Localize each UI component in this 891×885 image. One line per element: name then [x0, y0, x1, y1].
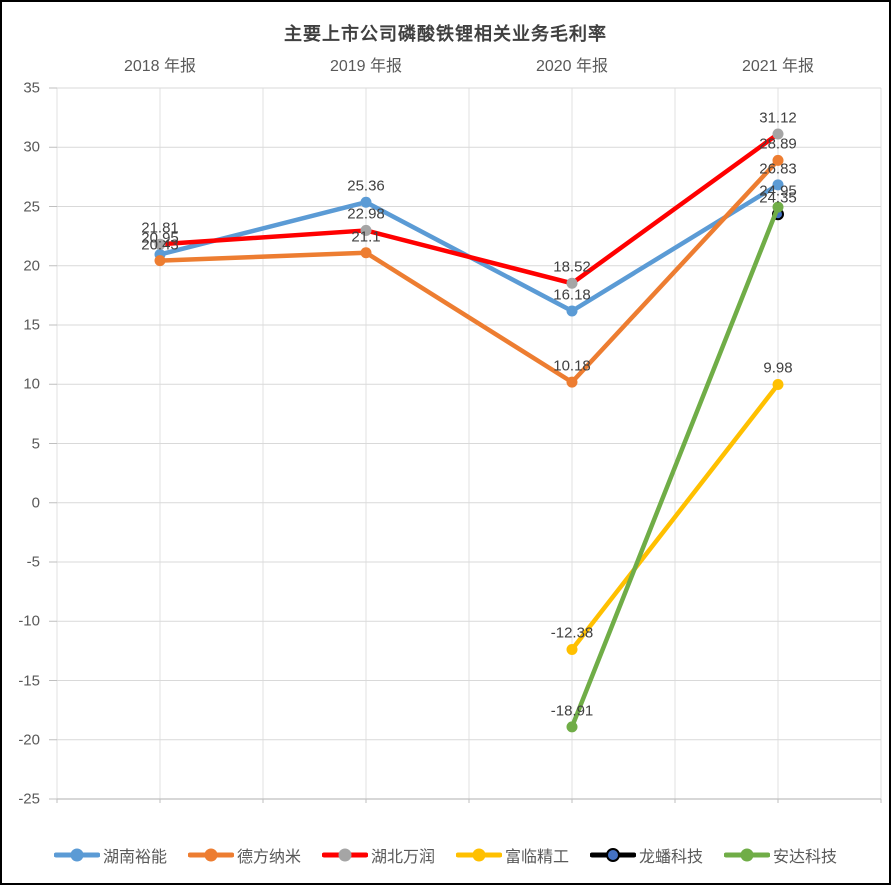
data-label: 20.43 — [141, 236, 179, 254]
legend-key-icon — [724, 848, 771, 862]
data-point-marker — [772, 179, 784, 191]
y-axis-tick-label: 15 — [23, 316, 40, 334]
y-axis-tick-label: -10 — [18, 612, 40, 630]
data-point-marker — [154, 238, 166, 250]
y-axis-tick-label: 25 — [23, 198, 40, 215]
y-axis-tick-label: 0 — [31, 494, 40, 512]
data-label: 25.36 — [347, 177, 385, 195]
gridlines-horizontal — [57, 87, 881, 800]
y-axis-tick-label: -25 — [18, 790, 40, 808]
chart-title: 主要上市公司磷酸铁锂相关业务毛利率 — [284, 24, 607, 44]
y-axis-tick-label: 10 — [23, 375, 40, 393]
data-point-marker — [566, 277, 578, 289]
legend-label: 龙蟠科技 — [639, 849, 704, 866]
legend-item-4: 龙蟠科技 — [590, 843, 703, 867]
legend-label: 湖北万润 — [370, 849, 435, 866]
y-axis-tick-label: -5 — [26, 553, 40, 571]
legend-label: 安达科技 — [773, 849, 838, 866]
data-label: 31.12 — [759, 109, 797, 127]
data-label: 24.35 — [759, 189, 797, 207]
data-label: 21.81 — [141, 219, 179, 237]
data-label: 10.18 — [553, 357, 591, 375]
legend-item-5: 安达科技 — [724, 843, 837, 867]
data-label: 26.83 — [759, 160, 797, 178]
data-point-marker — [772, 378, 784, 390]
data-point-marker — [566, 305, 578, 317]
data-label: 20.95 — [141, 229, 179, 247]
legend-item-3: 富临精工 — [456, 843, 569, 867]
series-5-安达科技 — [566, 201, 784, 733]
legend-key-icon — [321, 848, 368, 862]
y-axis-tick-label: -15 — [18, 672, 40, 689]
legend-key-icon — [590, 848, 637, 862]
data-point-marker — [772, 201, 784, 213]
series-line — [569, 204, 781, 730]
legend: 湖南裕能 德方纳米 湖北万润 富临精工 龙蟠科技 安达科技 — [2, 843, 889, 867]
data-point-marker — [360, 247, 372, 259]
series-2-湖北万润 — [154, 128, 784, 289]
data-point-marker — [566, 376, 578, 388]
legend-key-icon — [53, 848, 100, 862]
y-axis-tick-label: -20 — [18, 731, 40, 749]
series-3-富临精工 — [566, 378, 784, 655]
data-point-marker — [360, 196, 372, 208]
y-axis-tick-label: 5 — [31, 435, 40, 452]
data-label: 18.52 — [553, 258, 591, 276]
data-point-marker — [772, 128, 784, 140]
data-label: 9.98 — [763, 359, 793, 377]
series-line — [157, 131, 781, 286]
data-point-marker — [360, 224, 372, 236]
data-label: 16.18 — [553, 286, 591, 304]
legend-key-icon — [187, 848, 234, 862]
x-axis-label: 2021 年报 — [741, 58, 815, 75]
x-axis-label: 2018 年报 — [123, 58, 197, 75]
axis-ticks — [49, 87, 882, 803]
y-axis-tick-label: 35 — [23, 79, 40, 97]
data-label: -18.91 — [550, 702, 594, 720]
data-point-marker — [772, 154, 784, 166]
legend-label: 德方纳米 — [236, 849, 301, 866]
x-axis-label: 2020 年报 — [535, 58, 609, 75]
data-label: 28.89 — [759, 135, 797, 153]
legend-item-0: 湖南裕能 — [53, 843, 167, 867]
series-1-德方纳米 — [154, 154, 784, 388]
legend-label: 富临精工 — [505, 849, 570, 866]
legend-item-2: 湖北万润 — [321, 843, 435, 867]
data-label: 21.1 — [351, 228, 381, 246]
legend-key-icon — [456, 848, 502, 862]
data-label: -12.38 — [550, 624, 594, 642]
data-label: 24.95 — [759, 182, 797, 200]
data-point-marker — [154, 255, 166, 267]
data-point-marker — [566, 643, 578, 655]
legend-label: 湖南裕能 — [102, 849, 167, 866]
series-line — [157, 158, 781, 385]
y-axis-tick-label: 30 — [23, 138, 40, 156]
data-label: 22.98 — [347, 205, 385, 223]
data-point-marker — [566, 721, 578, 733]
x-axis-label: 2019 年报 — [329, 58, 403, 75]
legend-item-1: 德方纳米 — [187, 843, 301, 867]
series-line — [569, 382, 781, 652]
y-axis-tick-label: 20 — [23, 257, 40, 275]
